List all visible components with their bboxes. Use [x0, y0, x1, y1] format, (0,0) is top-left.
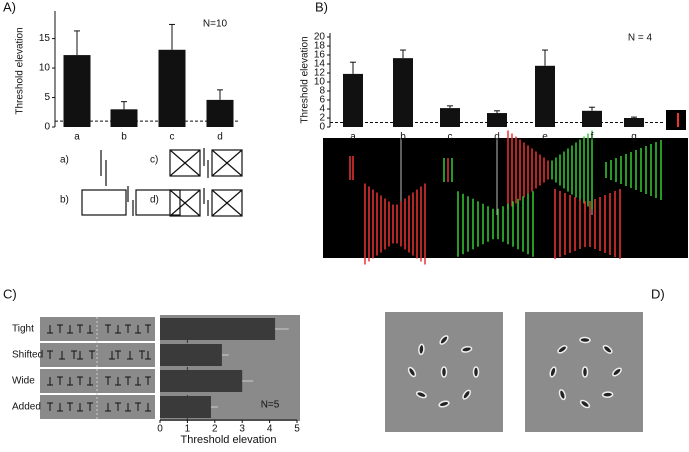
- gabor: [558, 389, 566, 401]
- schematic-label: c): [150, 155, 158, 166]
- y-tick-label: 16: [314, 50, 326, 61]
- schematic-label: b): [60, 195, 69, 206]
- y-tick-label: 2: [319, 113, 325, 124]
- y-tick-label: 0: [44, 122, 50, 133]
- y-tick-label: 14: [314, 59, 326, 70]
- gabor: [601, 391, 614, 398]
- annotation: N=10: [203, 19, 228, 30]
- bar: [160, 344, 222, 366]
- gabor: [418, 343, 425, 356]
- gabor: [579, 399, 591, 409]
- x-tick-label: c: [170, 132, 175, 143]
- x-tick-label: 5: [294, 424, 300, 435]
- y-axis-label: Threshold elevation: [15, 27, 26, 114]
- annotation: N=5: [261, 400, 280, 411]
- bar: [535, 65, 555, 127]
- gabor: [438, 400, 450, 408]
- gabor: [612, 367, 622, 377]
- x-tick-label: b: [121, 132, 127, 143]
- gabor: [579, 336, 591, 344]
- gabor: [440, 366, 448, 378]
- gabor: [439, 335, 449, 345]
- x-tick-label: 2: [212, 424, 218, 435]
- schematic-label: d): [150, 195, 159, 206]
- y-tick-label: 0: [319, 122, 325, 133]
- y-tick-label: 6: [319, 95, 325, 106]
- bar: [624, 118, 644, 127]
- y-tick-label: 15: [39, 33, 51, 44]
- bar: [582, 110, 602, 127]
- schematics-a: [81, 148, 243, 217]
- bar: [160, 370, 243, 392]
- bar: [393, 58, 413, 127]
- x-tick-label: g: [631, 132, 637, 143]
- y-tick-label: 20: [314, 32, 326, 43]
- panel-label: B): [315, 0, 328, 14]
- gabor-displays: [385, 312, 643, 432]
- bar: [110, 109, 138, 127]
- x-tick-label: 3: [239, 424, 245, 435]
- gabor: [549, 366, 557, 378]
- category-label: Shifted: [12, 350, 43, 361]
- x-tick-label: a: [74, 132, 80, 143]
- y-tick-label: 8: [319, 86, 325, 97]
- x-tick-label: 1: [185, 424, 191, 435]
- bar: [440, 108, 460, 127]
- gabor: [602, 344, 613, 354]
- category-label: Wide: [12, 376, 35, 387]
- y-tick-label: 4: [319, 104, 325, 115]
- x-tick-label: 4: [267, 424, 273, 435]
- x-tick-label: d: [494, 132, 500, 143]
- bar: [63, 55, 91, 127]
- x-tick-label: b: [400, 132, 406, 143]
- bar: [487, 113, 507, 127]
- x-tick-label: f: [591, 132, 594, 143]
- y-tick-label: 10: [314, 77, 326, 88]
- gabor: [407, 366, 417, 378]
- x-tick-label: e: [542, 132, 548, 143]
- x-tick-label: c: [448, 132, 453, 143]
- y-tick-label: 12: [314, 68, 326, 79]
- x-tick-label: a: [350, 132, 356, 143]
- gabor: [581, 366, 589, 378]
- y-tick-label: 10: [39, 63, 51, 74]
- bar: [160, 396, 211, 418]
- gabor: [557, 345, 568, 354]
- stimuli-b: [323, 110, 688, 265]
- category-label: Added: [12, 402, 41, 413]
- panel-label: C): [3, 286, 17, 301]
- bar: [158, 49, 186, 127]
- x-axis-label: Threshold elevation: [180, 434, 276, 446]
- x-tick-label: 0: [157, 424, 163, 435]
- bar: [160, 318, 276, 340]
- panel-label: A): [3, 0, 16, 14]
- y-tick-label: 18: [314, 41, 326, 52]
- category-label: Tight: [12, 324, 34, 335]
- gabor: [460, 345, 473, 353]
- gabor: [462, 389, 471, 400]
- bar: [206, 99, 234, 127]
- panel-label: D): [651, 286, 665, 301]
- y-tick-label: 5: [44, 92, 50, 103]
- gabor: [415, 390, 427, 399]
- annotation: N = 4: [628, 33, 653, 44]
- bar: [343, 73, 363, 127]
- x-tick-label: d: [217, 132, 223, 143]
- schematic-label: a): [60, 155, 69, 166]
- y-axis-label: Threshold elevation: [300, 36, 311, 123]
- gabor: [472, 366, 480, 378]
